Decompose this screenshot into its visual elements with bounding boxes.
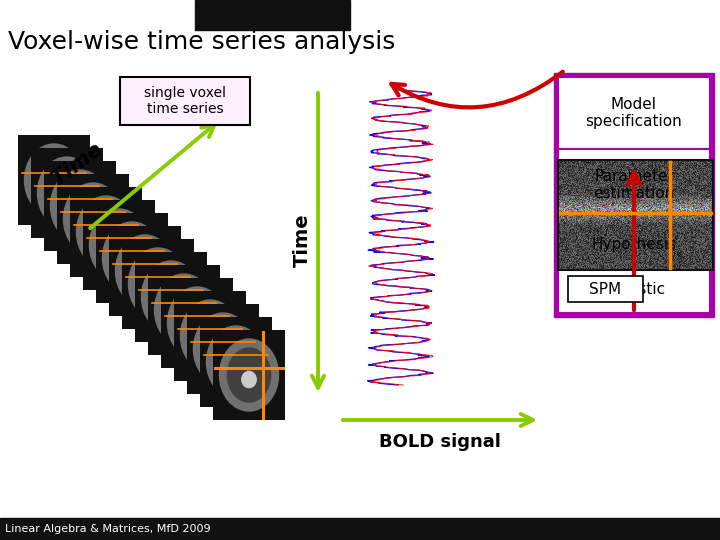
Ellipse shape [63,183,122,255]
Bar [213,330,285,420]
Bar [161,278,233,368]
Ellipse shape [194,313,253,385]
Ellipse shape [97,218,140,272]
Ellipse shape [229,359,243,375]
Ellipse shape [110,231,153,285]
Ellipse shape [189,309,232,363]
Bar [0,518,720,540]
Ellipse shape [102,222,161,294]
Ellipse shape [84,205,127,259]
Ellipse shape [207,326,266,398]
Ellipse shape [138,267,152,284]
Ellipse shape [203,333,217,349]
Ellipse shape [60,190,74,206]
Bar [122,239,194,329]
Ellipse shape [242,372,256,388]
Ellipse shape [181,300,240,372]
Ellipse shape [164,293,179,309]
Ellipse shape [136,257,179,311]
Ellipse shape [45,166,89,220]
Text: SPM: SPM [589,281,621,296]
Ellipse shape [220,339,279,411]
Ellipse shape [86,215,100,232]
Ellipse shape [76,196,135,268]
Ellipse shape [190,319,204,335]
Bar [558,221,710,267]
Text: Time: Time [292,213,312,267]
Text: single voxel
time series: single voxel time series [144,86,226,116]
Ellipse shape [216,346,230,362]
Bar [57,174,129,264]
Text: Model
specification: Model specification [585,97,683,129]
Ellipse shape [99,228,113,245]
Ellipse shape [24,144,84,216]
Bar [554,73,714,317]
Bar [558,77,710,149]
Bar [70,187,142,277]
Text: Voxel-wise time series analysis: Voxel-wise time series analysis [8,30,395,54]
Ellipse shape [47,177,61,193]
Ellipse shape [215,335,258,389]
Ellipse shape [37,157,96,229]
Bar [174,291,246,381]
Ellipse shape [141,261,200,333]
Bar [31,148,103,238]
Bar [558,149,710,221]
Text: Linear Algebra & Matrices, MfD 2009: Linear Algebra & Matrices, MfD 2009 [5,524,211,534]
Bar [18,135,90,225]
Bar [200,317,272,407]
Bar [96,213,168,303]
Ellipse shape [32,153,76,207]
Ellipse shape [202,322,245,376]
Ellipse shape [71,192,114,246]
Ellipse shape [177,306,192,322]
Ellipse shape [228,348,271,402]
Text: Statistic: Statistic [603,282,665,298]
Ellipse shape [150,280,165,296]
Ellipse shape [123,244,166,298]
Text: Time: Time [48,139,106,189]
Ellipse shape [112,241,126,258]
Bar [558,160,713,270]
Ellipse shape [89,209,148,281]
Text: BOLD signal: BOLD signal [379,433,501,451]
Ellipse shape [150,270,193,324]
FancyBboxPatch shape [120,77,250,125]
Text: Hypothesis: Hypothesis [592,237,677,252]
Ellipse shape [163,283,206,337]
Ellipse shape [58,179,102,233]
Bar [568,276,643,302]
Ellipse shape [168,287,227,359]
Ellipse shape [115,235,174,307]
Bar [109,226,181,316]
Ellipse shape [128,248,187,320]
Bar [83,200,155,290]
Ellipse shape [176,296,219,350]
Ellipse shape [125,254,139,271]
Bar [187,304,259,394]
Ellipse shape [155,274,214,346]
Ellipse shape [73,202,87,219]
Text: Parameter
estimation: Parameter estimation [593,169,675,201]
Bar [148,265,220,355]
Bar [135,252,207,342]
Bar [195,0,350,30]
Ellipse shape [50,170,109,242]
Bar [44,161,116,251]
Bar [558,267,710,313]
